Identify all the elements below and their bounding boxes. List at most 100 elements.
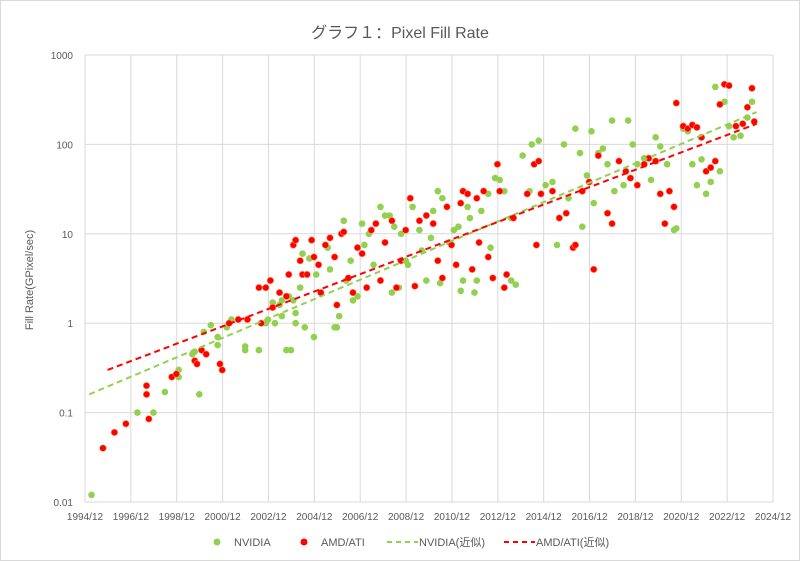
nvidia-data-point [611, 187, 618, 195]
x-tick-label: 2012/12 [480, 512, 517, 523]
nvidia-data-point [689, 160, 696, 168]
amd-data-point [748, 84, 756, 92]
x-tick-label: 2004/12 [296, 512, 333, 523]
nvidia-data-point [241, 346, 249, 354]
nvidia-data-point [409, 203, 416, 211]
amd-data-point [376, 276, 385, 285]
amd-data-point [457, 199, 465, 207]
x-tick-label: 2022/12 [709, 512, 746, 523]
amd-data-point [142, 390, 151, 398]
nvidia-data-point [271, 319, 279, 327]
nvidia-data-point [340, 217, 348, 225]
amd-data-point [402, 226, 410, 234]
nvidia-data-point [693, 181, 701, 189]
amd-data-point [285, 270, 293, 279]
x-tick-label: 2016/12 [571, 512, 608, 523]
amd-data-point [484, 253, 492, 261]
nvidia-data-point [549, 178, 556, 186]
nvidia-data-point [299, 250, 306, 257]
amd-data-point [493, 160, 502, 168]
nvidia-data-point [620, 181, 627, 189]
nvidia-data-point [748, 98, 756, 106]
x-tick-label: 2024/12 [755, 512, 792, 523]
nvidia-data-point [578, 223, 586, 231]
amd-data-point [411, 282, 419, 290]
legend-label-nvidia: NVIDIA [234, 537, 271, 549]
amd-data-point [672, 99, 680, 107]
x-tick-label: 1998/12 [159, 512, 196, 523]
amd-data-point [145, 415, 153, 423]
nvidia-data-point [716, 168, 724, 175]
nvidia-data-point [388, 289, 396, 296]
amd-data-point [590, 265, 598, 273]
nvidia-data-point [292, 319, 299, 327]
amd-data-point [608, 220, 616, 228]
y-tick-label: 1000 [51, 51, 74, 62]
nvidia-data-point [647, 176, 655, 184]
nvidia-data-point [478, 207, 485, 215]
nvidia-data-point [310, 333, 318, 341]
amd-data-point [282, 292, 291, 300]
amd-data-point [656, 190, 664, 198]
amd-data-point [537, 190, 545, 198]
amd-data-point [661, 220, 669, 228]
amd-data-point [310, 253, 318, 261]
nvidia-data-point [427, 234, 435, 242]
nvidia-data-point [134, 409, 141, 416]
nvidia-data-point [466, 214, 474, 222]
nvidia-data-point [487, 244, 494, 251]
amd-data-point [743, 103, 751, 111]
amd-data-point [725, 81, 733, 90]
nvidia-data-point [326, 266, 334, 273]
amd-data-point [739, 120, 747, 128]
nvidia-data-point [707, 178, 714, 186]
nvidia-data-point [195, 391, 203, 398]
amd-data-point [496, 187, 504, 195]
nvidia-data-point [434, 187, 442, 195]
nvidia-data-point [553, 241, 561, 249]
amd-data-point [142, 382, 151, 390]
amd-data-point [330, 253, 339, 261]
nvidia-data-point [439, 194, 446, 202]
amd-data-point [122, 420, 130, 428]
x-tick-label: 1996/12 [113, 512, 150, 523]
amd-data-point [615, 157, 623, 165]
nvidia-data-point [698, 156, 705, 163]
amd-data-point [502, 270, 511, 279]
nvidia-data-point [278, 312, 286, 320]
amd-data-point [340, 228, 348, 236]
nvidia-data-point [207, 321, 215, 329]
amd-data-point [353, 244, 362, 252]
y-tick-label: 1 [67, 319, 73, 330]
y-tick-label: 0.01 [54, 498, 74, 509]
nvidia-data-point [301, 323, 309, 331]
amd-data-point [266, 276, 274, 285]
amd-data-point [443, 203, 451, 211]
nvidia-data-point [512, 281, 520, 288]
amd-data-point [262, 284, 270, 292]
amd-data-point [475, 238, 483, 247]
y-axis-ticks: 0.01 0.1 1 10 100 1000 [51, 51, 74, 509]
amd-data-point [381, 238, 389, 247]
amd-data-point [434, 257, 442, 265]
x-axis-ticks: 1994/12 1996/12 1998/12 2000/12 2002/12 2004/… [67, 512, 792, 523]
nvidia-data-point [656, 143, 664, 150]
amd-data-point [732, 122, 740, 130]
amd-data-point [275, 288, 284, 297]
nvidia-data-point [572, 125, 579, 132]
amd-data-point [473, 194, 481, 202]
amd-data-point [535, 157, 543, 165]
amd-data-point [422, 211, 430, 220]
nvidia-data-point [269, 299, 276, 306]
nvidia-data-point [450, 226, 458, 234]
nvidia-data-point [390, 223, 398, 231]
amd-data-point [172, 370, 180, 378]
nvidia-data-point [588, 128, 595, 135]
legend-label-amd-trend: AMD/ATI(近似) [536, 536, 609, 549]
nvidia-data-point [287, 346, 295, 354]
nvidia-data-point [663, 160, 671, 168]
x-tick-label: 2002/12 [250, 512, 287, 523]
nvidia-data-point [161, 388, 169, 396]
